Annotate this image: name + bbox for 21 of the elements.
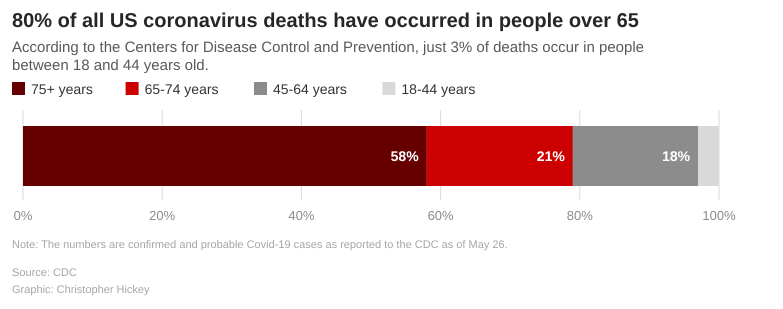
legend-label: 65-74 years [144, 81, 219, 97]
x-tick-label: 100% [702, 208, 736, 223]
legend-label: 75+ years [31, 81, 93, 97]
text: Note: The numbers are confirmed and probable Covid-19 cases as reported to the CDC as of May 26. [12, 239, 508, 251]
data-label: 21% [536, 148, 566, 164]
data-label: 18% [662, 148, 691, 164]
x-tick-label: 60% [428, 208, 454, 223]
x-tick-label: 80% [566, 208, 594, 223]
data-label: 58% [390, 148, 420, 164]
bar [23, 126, 427, 186]
legend-label: 45-64 years [273, 81, 347, 97]
text: Graphic: Christopher Hickey [12, 284, 150, 296]
chart-subtitle: According to the Centers for Disease Control and Prevention, just 3% of deaths occur in people between 18 and 44 years old. [12, 39, 644, 74]
chart-title: 80% of all US coronavirus deaths have occurred in people over 65 [12, 10, 639, 32]
x-tick-label: 0% [14, 208, 33, 223]
source-note: Source: CDC [12, 267, 77, 279]
x-tick-label: 20% [149, 208, 176, 223]
bar [572, 126, 698, 186]
legend-label: 18-44 years [401, 81, 476, 97]
x-tick-label: 40% [288, 208, 315, 223]
bar [426, 126, 573, 186]
